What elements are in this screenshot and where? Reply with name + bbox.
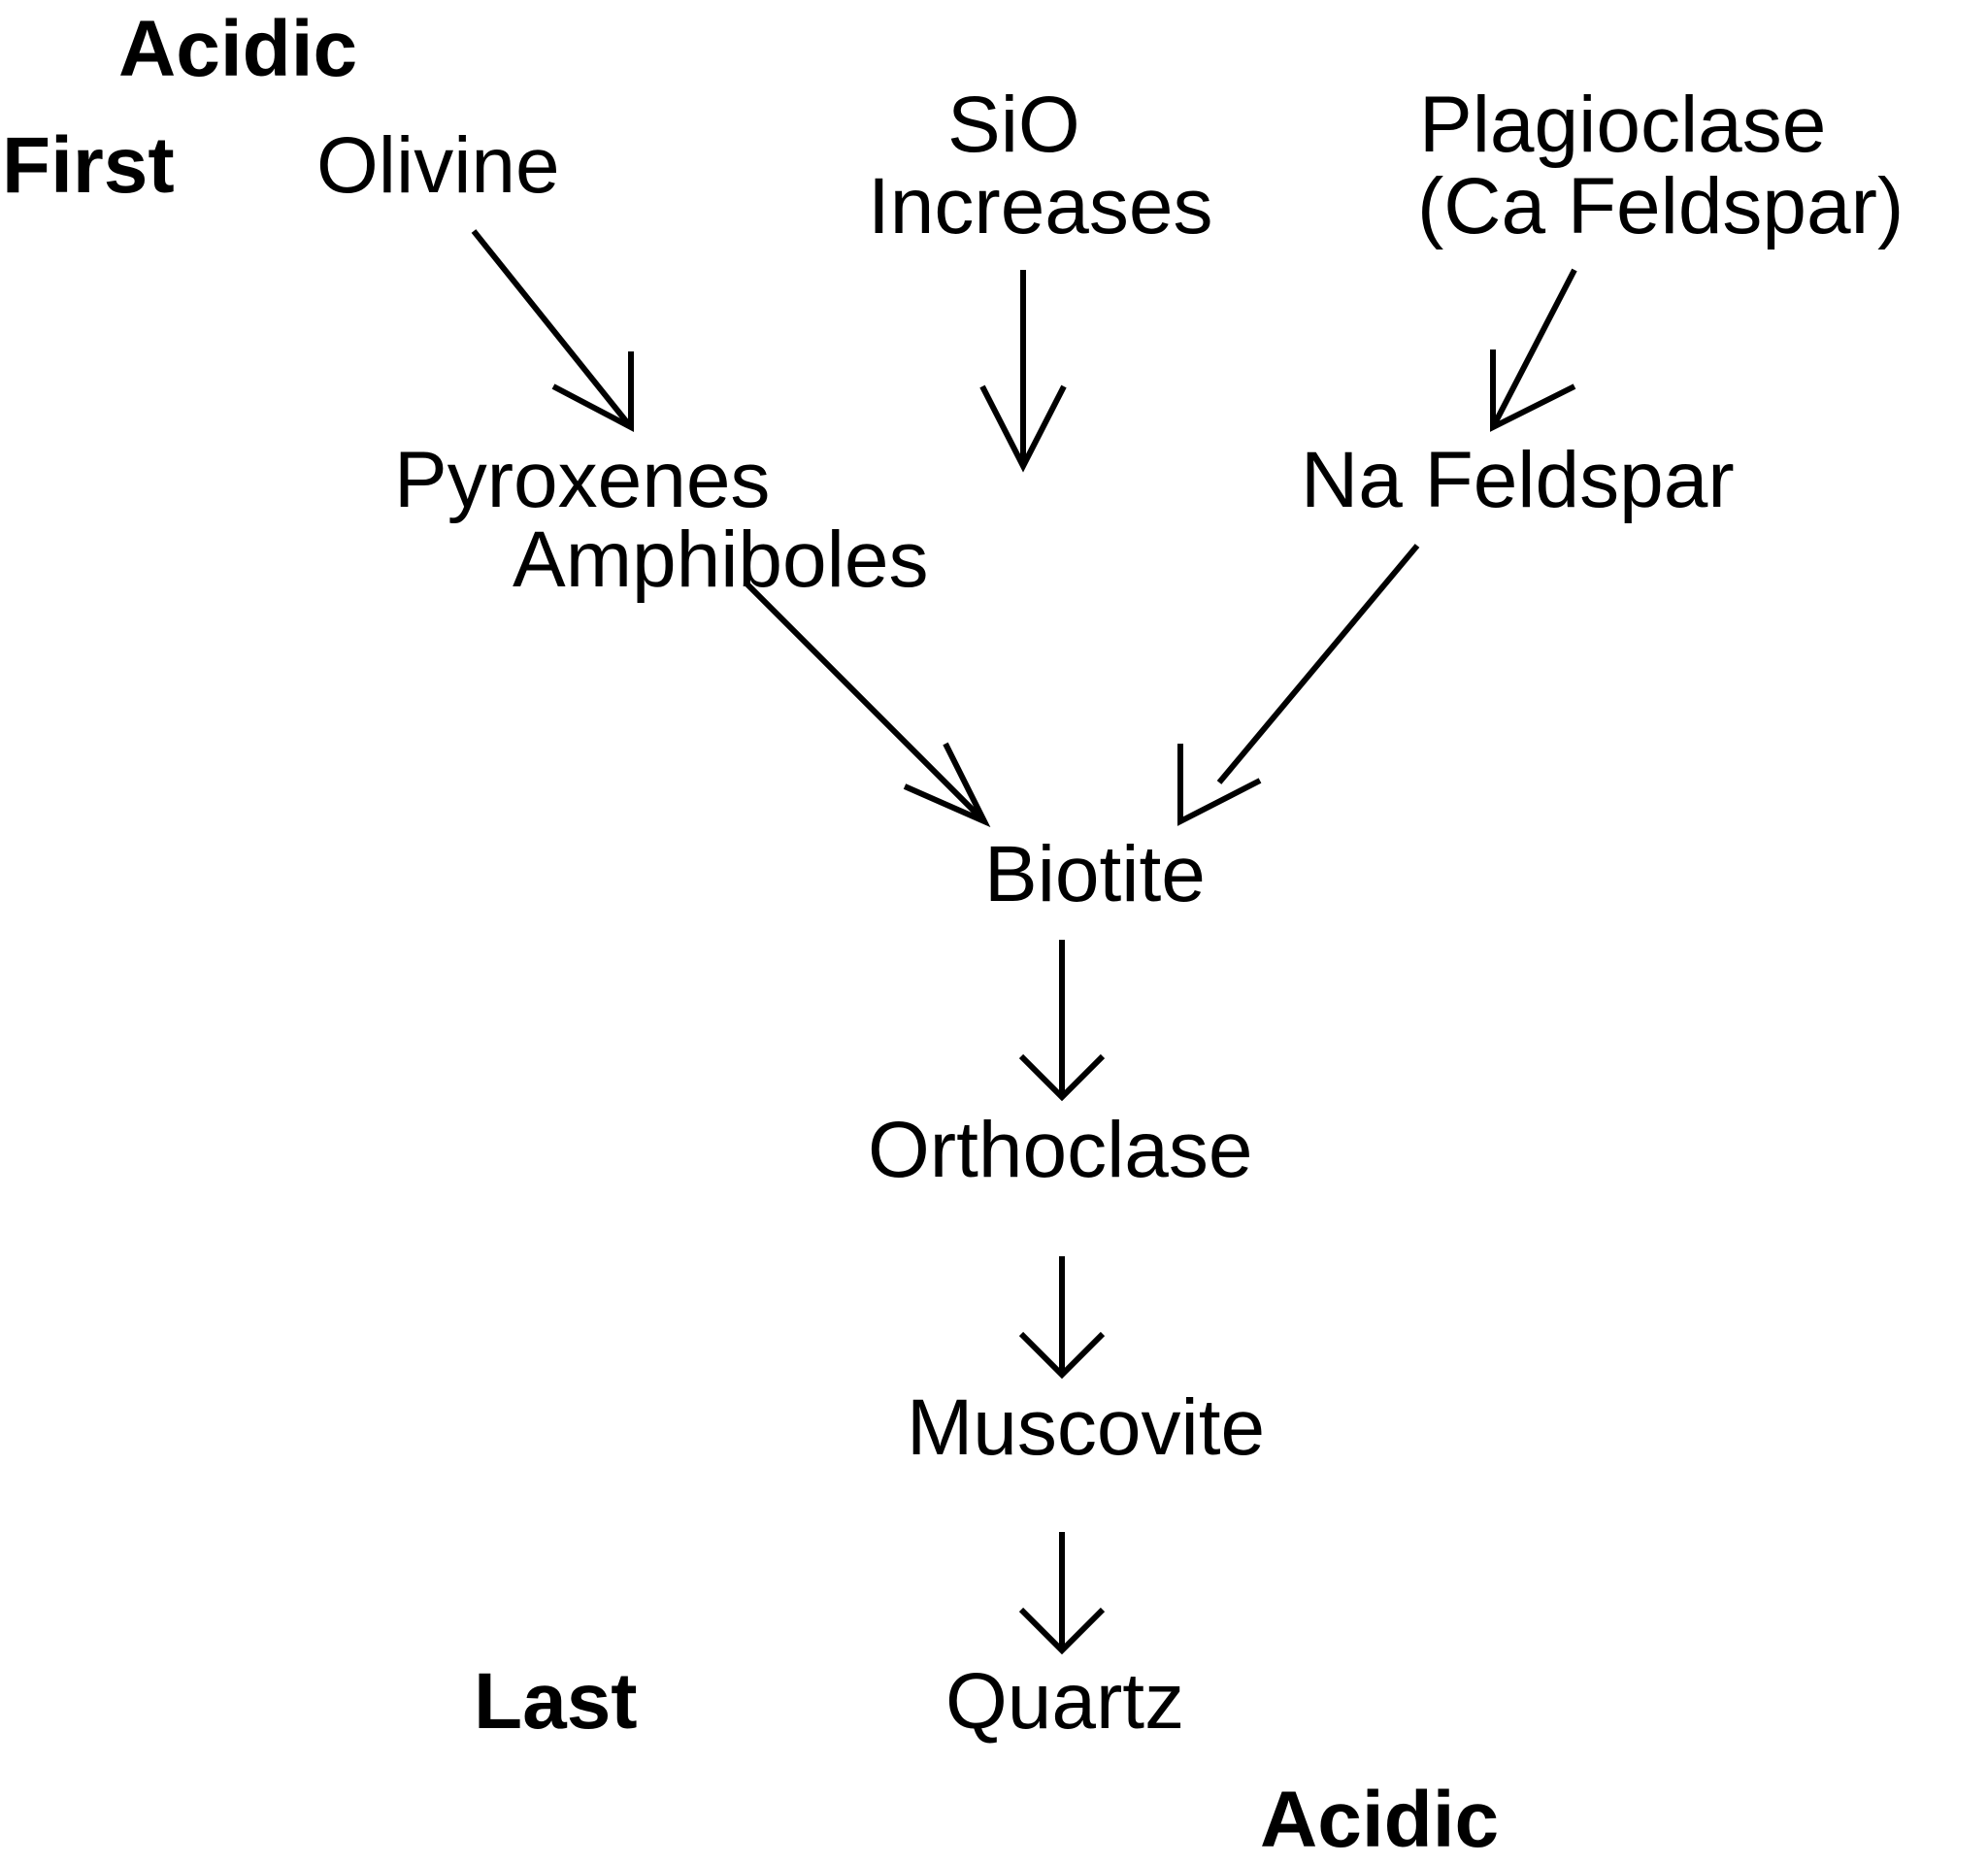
arrow-plagioclase-to-na-feldspar [1490, 268, 1577, 432]
ca-feldspar-label: (Ca Feldspar) [1417, 162, 1905, 250]
arrow-sio-increases [979, 270, 1067, 473]
acidic-bottom-label: Acidic [1260, 1776, 1500, 1864]
quartz-label: Quartz [945, 1657, 1185, 1746]
plagioclase-label: Plagioclase [1419, 81, 1827, 169]
biotite-label: Biotite [984, 830, 1206, 918]
first-label: First [2, 121, 175, 210]
last-label: Last [474, 1657, 638, 1746]
muscovite-label: Muscovite [907, 1383, 1266, 1472]
amphiboles-label: Amphiboles [513, 516, 929, 604]
arrow-biotite-to-orthoclase [1018, 940, 1106, 1102]
arrow-na-feldspar-to-biotite [1177, 544, 1420, 826]
arrow-olivine-to-pyroxenes [471, 229, 634, 432]
olivine-label: Olivine [316, 121, 560, 210]
arrow-muscovite-to-quartz [1018, 1532, 1106, 1655]
na-feldspar-label: Na Feldspar [1301, 436, 1735, 524]
pyroxenes-label: Pyroxenes [394, 436, 771, 524]
orthoclase-label: Orthoclase [868, 1106, 1253, 1194]
acidic-top-label: Acidic [118, 5, 358, 93]
sio-label: SiO [947, 81, 1080, 169]
arrow-orthoclase-to-muscovite [1018, 1256, 1106, 1380]
sio-increases-label: Increases [868, 162, 1213, 250]
arrow-amphiboles-to-biotite [743, 580, 991, 828]
